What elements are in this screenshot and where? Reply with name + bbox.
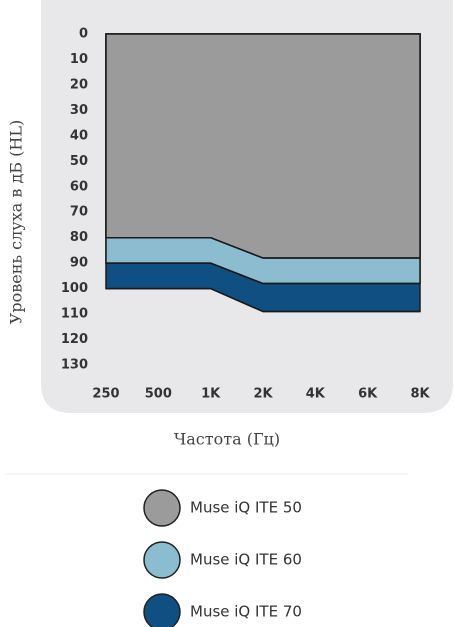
y-tick-label: 130 <box>61 358 88 373</box>
x-tick-label: 8K <box>410 387 430 402</box>
x-tick-label: 6K <box>358 387 378 402</box>
x-axis-label: Частота (Гц) <box>174 430 280 449</box>
y-tick-label: 120 <box>61 332 88 347</box>
x-tick-label: 1K <box>201 387 221 402</box>
x-tick-label: 500 <box>145 387 172 402</box>
y-tick-label: 0 <box>79 27 88 42</box>
y-tick-label: 80 <box>70 230 88 245</box>
legend-label: Muse iQ ITE 70 <box>190 603 302 621</box>
area-edge <box>106 287 420 313</box>
y-tick-label: 100 <box>61 281 88 296</box>
y-tick-label: 90 <box>70 256 88 271</box>
y-tick-label: 30 <box>70 103 88 118</box>
area-edge <box>106 236 420 259</box>
x-tick-label: 2K <box>253 387 273 402</box>
y-tick-label: 70 <box>70 205 88 220</box>
area-fill <box>105 33 421 259</box>
legend-swatch <box>143 541 181 579</box>
y-tick-label: 110 <box>61 307 88 322</box>
legend-swatch <box>143 593 181 627</box>
legend-label: Muse iQ ITE 60 <box>190 551 302 569</box>
legend-label: Muse iQ ITE 50 <box>190 499 302 517</box>
x-tick-label: 4K <box>306 387 326 402</box>
y-tick-label: 40 <box>70 128 88 143</box>
legend-swatch <box>143 489 181 527</box>
y-tick-label: 20 <box>70 77 88 92</box>
x-tick-label: 250 <box>92 387 119 402</box>
y-tick-label: 50 <box>70 154 88 169</box>
y-tick-label: 60 <box>70 179 88 194</box>
area-edge <box>106 262 420 285</box>
y-tick-label: 10 <box>70 52 88 67</box>
y-axis-label: Уровень слуха в дБ (HL) <box>7 120 26 324</box>
